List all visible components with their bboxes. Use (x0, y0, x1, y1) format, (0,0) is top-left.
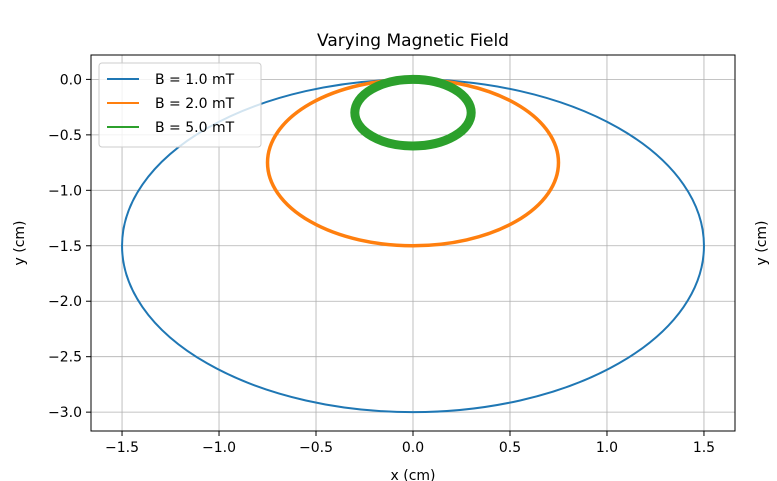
ticks-layer: −1.5 −1.0 −0.5 0.0 0.5 1.0 1.5 0.0 −0.5 −1.0 −1.5 −… (48, 72, 715, 456)
legend: B = 1.0 mT B = 2.0 mT B = 5.0 mT (98, 62, 262, 148)
y-tick-label: 0.0 (60, 72, 82, 88)
y-tick-label: −1.0 (48, 183, 82, 199)
x-axis-label: x (cm) (391, 468, 436, 481)
legend-entry-label: B = 2.0 mT (155, 96, 235, 112)
y-axis-label: y (cm) (12, 221, 28, 266)
legend-entry-label: B = 1.0 mT (155, 72, 235, 88)
chart-title: Varying Magnetic Field (317, 31, 509, 51)
y-tick-label: −2.5 (48, 350, 82, 366)
x-tick-label: 1.5 (693, 440, 715, 456)
x-tick-label: −1.5 (105, 440, 139, 456)
y-tick-label: −2.0 (48, 294, 82, 310)
x-tick-label: −0.5 (299, 440, 333, 456)
x-tick-label: 0.5 (499, 440, 521, 456)
x-tick-label: 1.0 (596, 440, 618, 456)
legend-entry-label: B = 5.0 mT (155, 120, 235, 136)
x-tick-label: 0.0 (402, 440, 424, 456)
series-trajectory-3 (350, 74, 476, 151)
y-axis-label-right: y (cm) (754, 221, 770, 266)
x-tick-label: −1.0 (202, 440, 236, 456)
y-tick-label: −3.0 (48, 405, 82, 421)
y-tick-label: −0.5 (48, 128, 82, 144)
y-tick-label: −1.5 (48, 239, 82, 255)
legend-box (98, 62, 262, 148)
plot-area (121, 74, 705, 414)
